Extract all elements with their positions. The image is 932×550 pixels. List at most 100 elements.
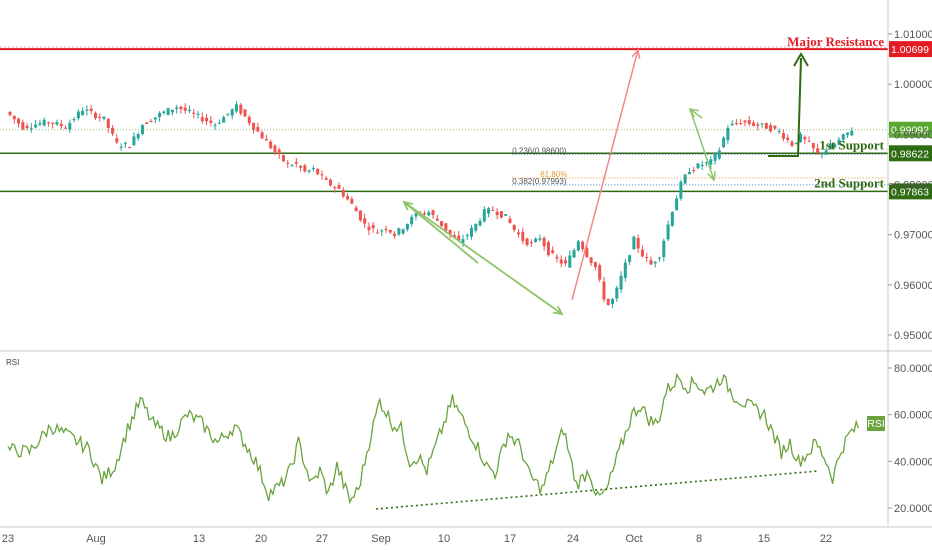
candle-body (470, 227, 474, 237)
pullback-arrow (689, 108, 715, 181)
resistance-price-tag: 1.00699 (891, 44, 929, 56)
candle-body (81, 110, 85, 116)
candle-body (414, 213, 418, 217)
candle-body (722, 137, 726, 148)
candle-body (649, 259, 653, 265)
candle-body (367, 226, 371, 231)
candle-body (106, 118, 110, 128)
candle-body (713, 153, 717, 161)
rsi-tick-label: 80.0000 (894, 363, 932, 375)
candle-body (226, 113, 230, 115)
candle-body (119, 146, 123, 148)
rsi-pane-title: RSI (6, 358, 19, 367)
candle-body (21, 122, 25, 130)
candle-body (581, 241, 585, 250)
candle-body (397, 228, 401, 235)
correction-arrow (403, 201, 479, 264)
candle-body (709, 159, 713, 165)
candle-body (615, 287, 619, 299)
candle-body (593, 262, 597, 268)
candle-body (93, 112, 97, 119)
candle-body (230, 109, 234, 116)
candle-body (405, 223, 409, 230)
candle-body (803, 136, 807, 140)
second-support-price-tag-bg (889, 183, 932, 200)
candle-body (29, 127, 33, 129)
pullback-arrow-head (707, 170, 716, 182)
candle-body (619, 275, 623, 290)
candle-body (136, 134, 140, 139)
candle-body (781, 133, 785, 139)
candle-body (350, 199, 354, 204)
candle-body (465, 235, 469, 237)
candle-body (209, 120, 213, 123)
candle-body (85, 109, 89, 111)
candle-body (786, 137, 790, 140)
candle-body (132, 136, 136, 146)
candle-body (98, 116, 102, 118)
candle-body (799, 134, 803, 142)
candle-body (559, 259, 563, 264)
candle-body (111, 127, 115, 134)
candle-body (508, 218, 512, 223)
candles (8, 101, 854, 309)
correction-arrow-head (552, 305, 564, 316)
candle-body (611, 298, 615, 305)
candle-body (628, 255, 632, 262)
candle-body (670, 211, 674, 226)
candle-body (384, 229, 388, 231)
candle-body (375, 232, 379, 234)
candle-body (320, 174, 324, 176)
price-tick-label: 0.98000 (894, 180, 932, 192)
price-pane: 0.236(0.98600) 61.80%0.382(0.97993) Major … (0, 34, 932, 316)
candle-body (692, 169, 696, 171)
candle-body (764, 123, 768, 129)
candle-body (623, 262, 627, 278)
candle-body (252, 122, 256, 130)
candle-body (363, 218, 367, 224)
candle-body (589, 257, 593, 264)
second-support-label: 2nd Support (814, 175, 884, 190)
candle-body (440, 221, 444, 226)
candle-body (568, 255, 572, 268)
candle-body (269, 141, 273, 149)
price-tick-label: 0.99000 (894, 129, 932, 141)
candle-body (277, 149, 281, 155)
candle-body (752, 122, 756, 126)
time-tick-label: 23 (2, 533, 14, 545)
candle-body (46, 122, 50, 124)
candle-body (72, 119, 76, 121)
candle-body (401, 229, 405, 234)
candle-body (217, 122, 221, 124)
candle-body (25, 125, 29, 129)
candle-body (354, 207, 358, 212)
time-tick-label: Sep (371, 533, 391, 545)
candle-body (337, 185, 341, 189)
candle-body (239, 104, 243, 114)
candle-body (68, 122, 72, 130)
candle-body (346, 196, 350, 200)
correction-arrow (403, 201, 563, 315)
candle-body (529, 242, 533, 244)
candle-body (837, 139, 841, 145)
candle-body (170, 109, 174, 113)
candle-body (316, 168, 320, 175)
candle-body (499, 211, 503, 218)
candle-body (833, 144, 837, 148)
time-tick-label: Aug (86, 533, 106, 545)
candle-body (662, 240, 666, 258)
candle-body (525, 238, 529, 246)
candle-body (158, 112, 162, 118)
candle-body (51, 122, 55, 124)
candle-body (264, 139, 268, 141)
candle-body (427, 212, 431, 216)
candle-body (140, 125, 144, 134)
candle-body (273, 145, 277, 152)
candle-body (311, 167, 315, 169)
major-resistance-label: Major Resistance (787, 34, 884, 49)
candle-body (55, 121, 59, 125)
candle-body (705, 162, 709, 164)
candle-body (166, 108, 170, 115)
pullback-arrow (689, 108, 703, 119)
